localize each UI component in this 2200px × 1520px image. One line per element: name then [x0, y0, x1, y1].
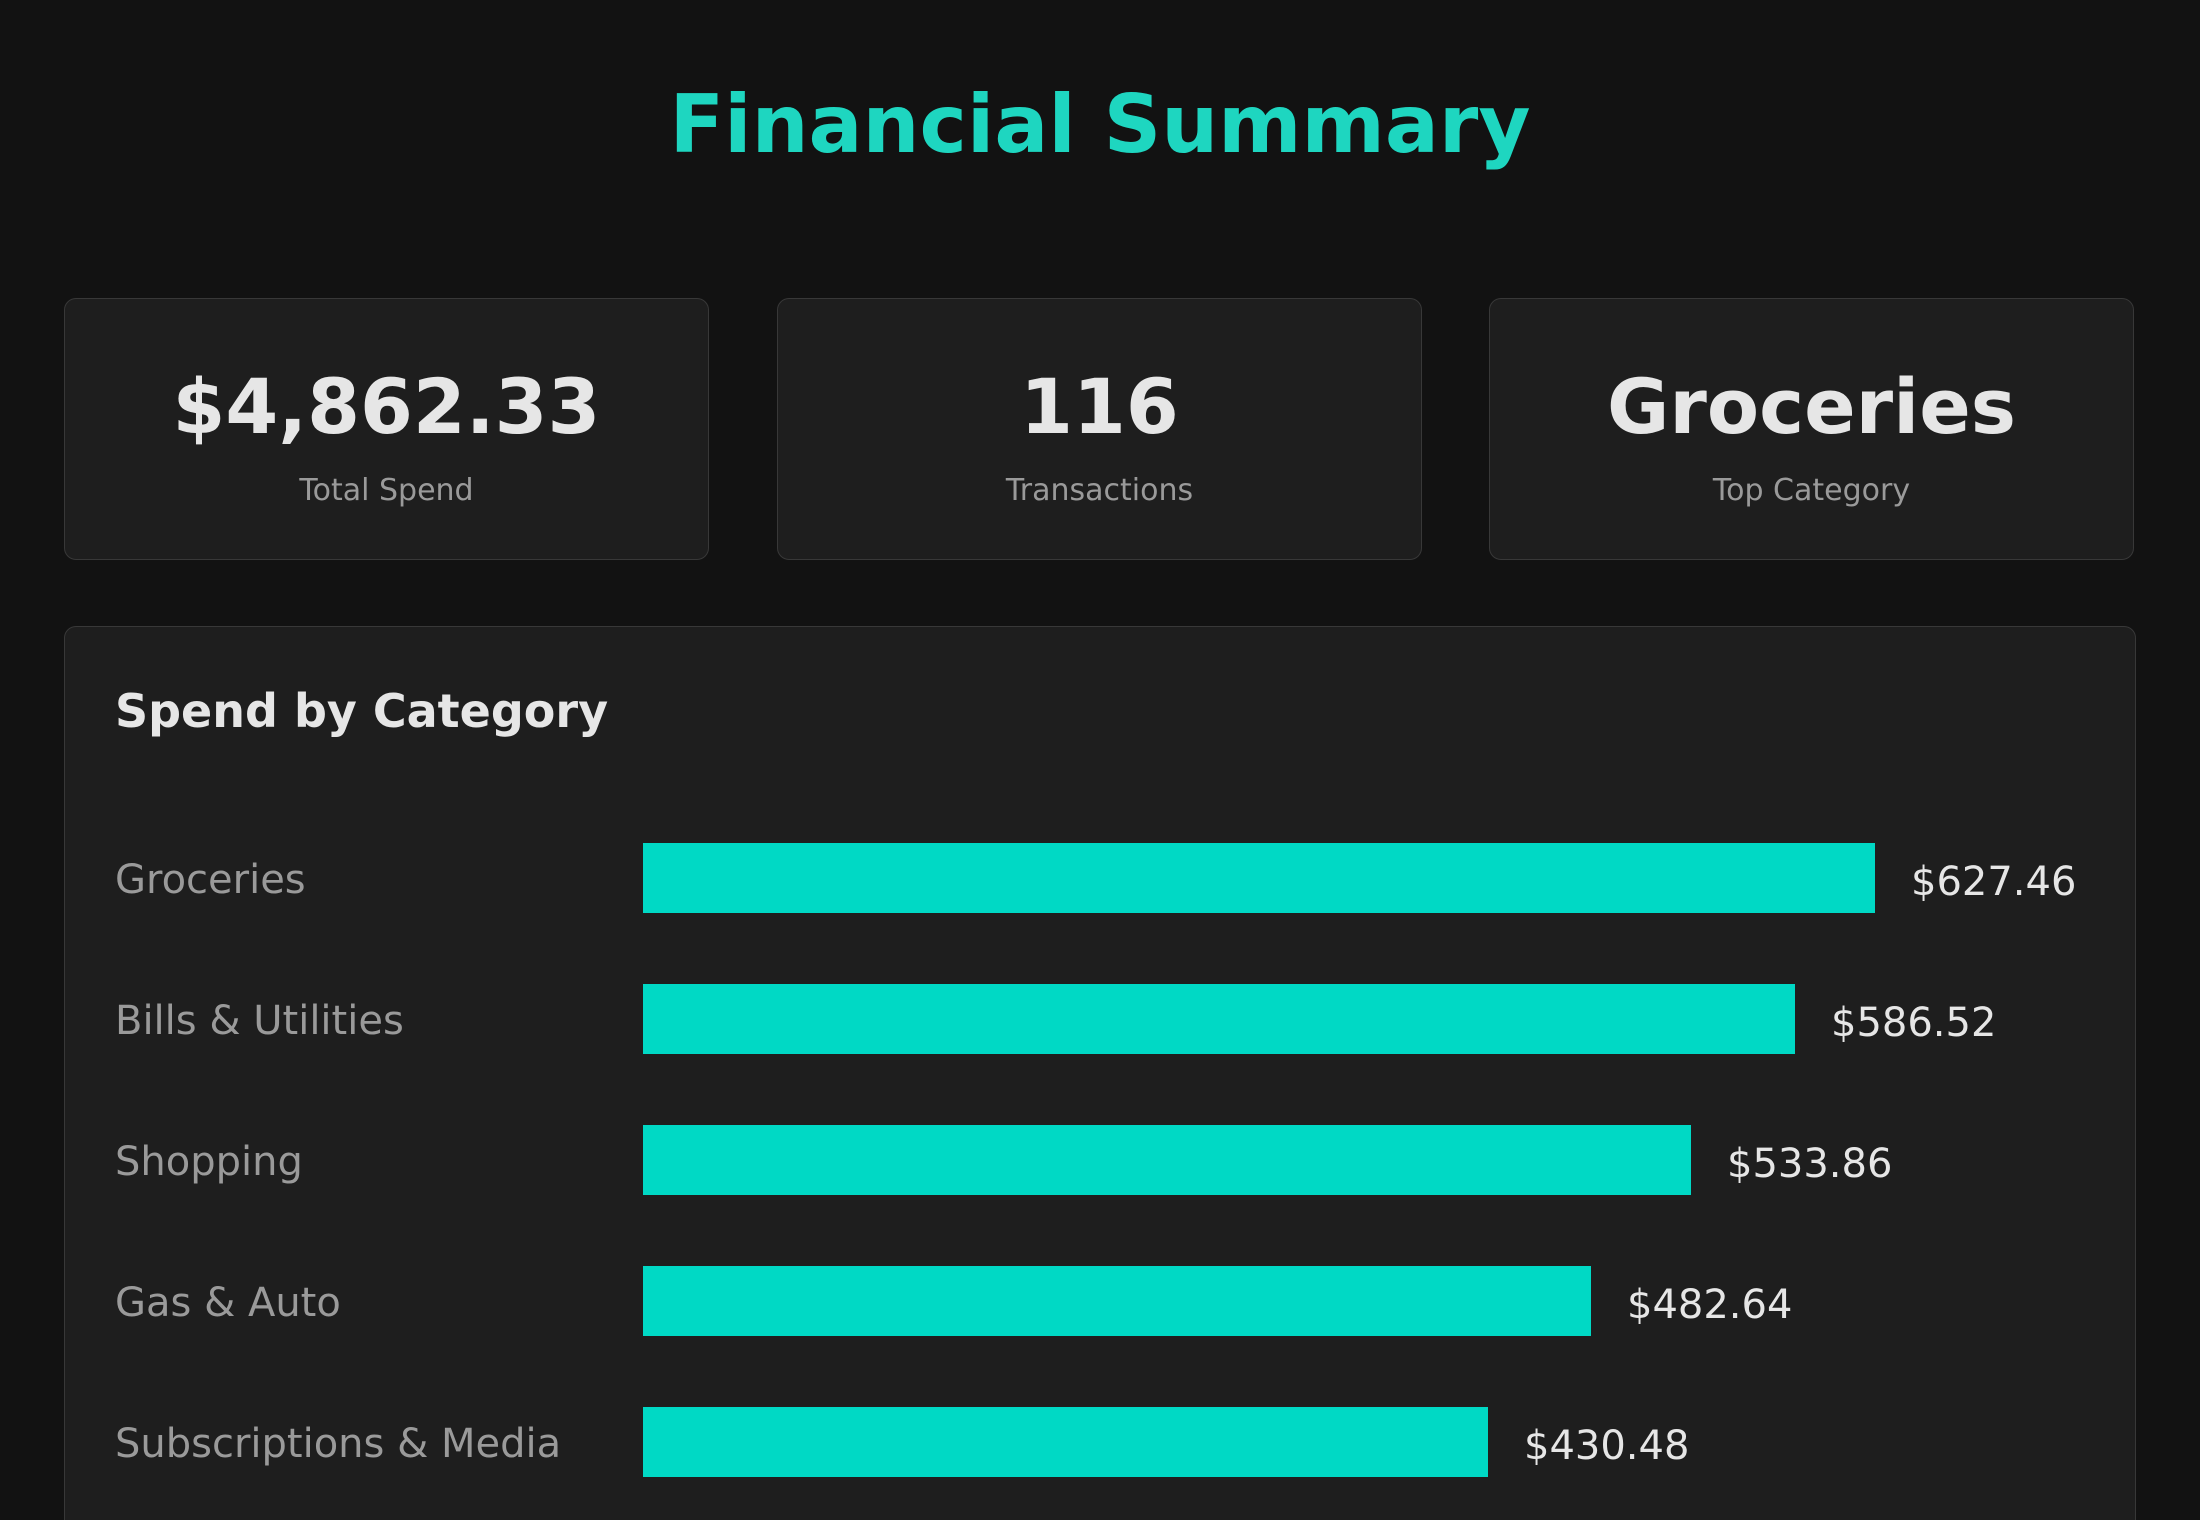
category-bar [643, 1266, 1591, 1336]
total-spend-label: Total Spend [299, 473, 474, 508]
top-category-value: Groceries [1607, 362, 2016, 451]
top-category-card: Groceries Top Category [1489, 298, 2134, 560]
category-bar [643, 984, 1795, 1054]
bar-value-label: $482.64 [1627, 1282, 1792, 1328]
category-label: Shopping [115, 1139, 303, 1185]
spend-by-category-chart: Groceries $627.46 Bills & Utilities $586.52… [115, 843, 2076, 1477]
panel-title: Spend by Category [115, 684, 609, 738]
spend-by-category-panel: Spend by Category Groceries $627.46 Bills … [64, 626, 2136, 1520]
category-bar [643, 843, 1875, 913]
top-category-label: Top Category [1712, 473, 1911, 508]
category-label: Subscriptions & Media [115, 1421, 561, 1467]
transactions-label: Transactions [1005, 473, 1194, 508]
bar-value-label: $627.46 [1911, 859, 2076, 905]
page-title: Financial Summary [669, 78, 1531, 171]
transactions-card: 116 Transactions [777, 298, 1422, 560]
bar-value-label: $586.52 [1831, 1000, 1996, 1046]
bar-value-label: $430.48 [1524, 1423, 1689, 1469]
category-label: Groceries [115, 857, 306, 903]
category-label: Bills & Utilities [115, 998, 404, 1044]
total-spend-value: $4,862.33 [172, 362, 601, 451]
transactions-value: 116 [1020, 362, 1179, 451]
category-label: Gas & Auto [115, 1280, 341, 1326]
total-spend-card: $4,862.33 Total Spend [64, 298, 709, 560]
category-bar [643, 1407, 1488, 1477]
bar-value-label: $533.86 [1727, 1141, 1892, 1187]
category-bar [643, 1125, 1691, 1195]
